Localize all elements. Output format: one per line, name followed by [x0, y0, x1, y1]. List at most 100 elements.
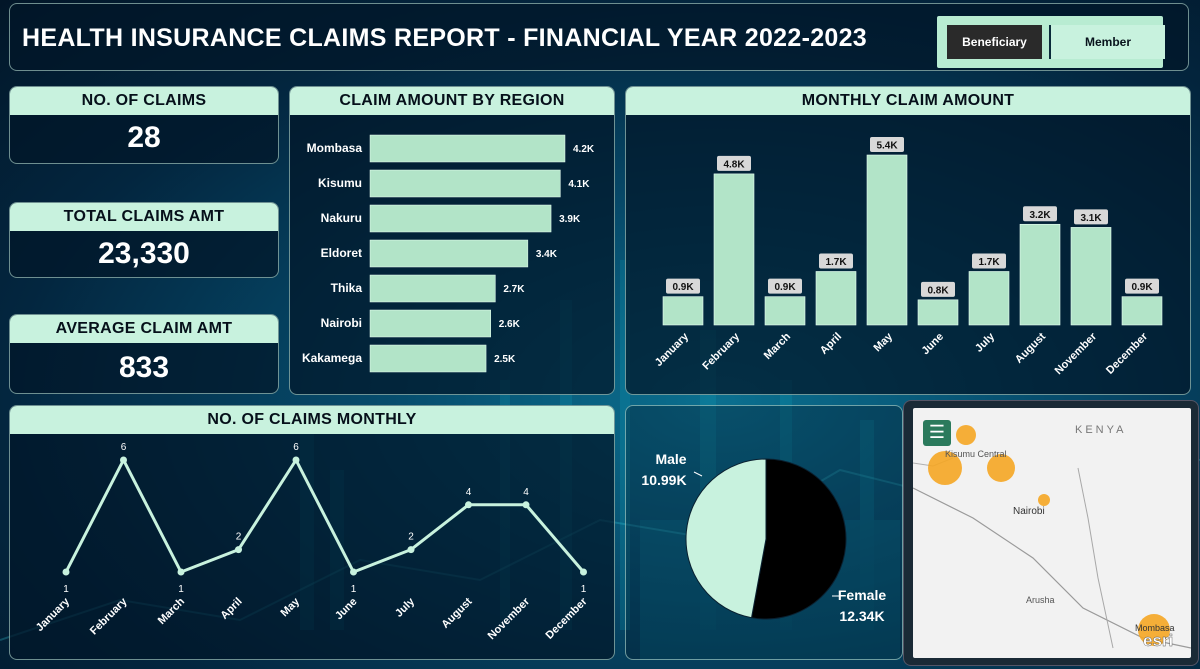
- month-axis-label: May: [871, 330, 895, 354]
- map-bubble: [956, 425, 976, 445]
- claims-point: [407, 546, 415, 554]
- month-value-badge: [870, 137, 904, 152]
- kpi-card-average-amount: AVERAGE CLAIM AMT 833: [9, 314, 279, 394]
- claims-axis-label: March: [156, 595, 188, 627]
- month-value-label: 0.9K: [672, 282, 694, 293]
- hamburger-menu-icon[interactable]: ☰: [923, 420, 951, 446]
- month-bar: [1121, 296, 1163, 326]
- claims-map[interactable]: KENYA Kisumu Central Nairobi Arusha Momb…: [913, 408, 1191, 658]
- region-label: Thika: [331, 281, 363, 295]
- month-bar: [713, 173, 755, 326]
- page-title: HEALTH INSURANCE CLAIMS REPORT - FINANCI…: [22, 24, 868, 52]
- map-place-label: Mombasa: [1135, 623, 1175, 633]
- region-value-label: 4.1K: [568, 179, 590, 190]
- month-value-label: 3.2K: [1029, 210, 1051, 221]
- month-bar: [764, 296, 806, 326]
- pie-value-male: 10.99K: [641, 472, 686, 488]
- region-label: Kakamega: [302, 351, 362, 365]
- region-value-label: 3.9K: [559, 214, 581, 225]
- month-bar: [1019, 223, 1061, 326]
- pie-value-female: 12.34K: [839, 608, 884, 624]
- month-value-badge: [1074, 209, 1108, 225]
- month-axis-label: April: [818, 331, 844, 357]
- map-bubble: [928, 451, 962, 485]
- view-toggle: Beneficiary Member: [937, 16, 1165, 68]
- month-value-label: 0.9K: [1131, 282, 1153, 293]
- month-value-label: 0.8K: [927, 285, 949, 296]
- esri-logo: esri: [1143, 631, 1173, 650]
- claims-value-label: 4: [523, 487, 529, 498]
- month-axis-label: February: [700, 330, 742, 372]
- claims-axis-label: July: [393, 595, 418, 620]
- map-place-label: Nairobi: [1013, 506, 1045, 517]
- pie-leader-line: [693, 471, 703, 477]
- claims-axis-label: May: [278, 595, 302, 619]
- month-value-label: 1.7K: [978, 257, 1000, 268]
- map-bubble: [1038, 494, 1050, 506]
- month-axis-label: August: [1013, 330, 1049, 366]
- region-bar: [369, 204, 552, 233]
- kpi-card-claims: NO. OF CLAIMS 28: [9, 86, 279, 164]
- map-canvas: KENYA Kisumu Central Nairobi Arusha Momb…: [913, 424, 1191, 650]
- region-value-label: 3.4K: [536, 249, 558, 260]
- claims-value-label: 1: [351, 584, 357, 595]
- region-bar-chart: Mombasa 4.2K Kisumu 4.1K Nakuru 3.9K Eldoret 3.…: [302, 134, 595, 373]
- month-value-badge: [819, 253, 853, 269]
- map-country-label: KENYA: [1075, 424, 1126, 436]
- region-chart-panel: CLAIM AMOUNT BY REGION Mombasa 4.2K Kisumu…: [289, 86, 615, 395]
- month-value-badge: [666, 278, 700, 294]
- claims-axis-label: November: [486, 595, 533, 642]
- claims-point: [177, 568, 185, 576]
- month-bar: [917, 299, 959, 326]
- kpi-label: TOTAL CLAIMS AMT: [10, 203, 278, 231]
- chart-title: MONTHLY CLAIM AMOUNT: [626, 87, 1190, 115]
- region-value-label: 2.7K: [503, 284, 525, 295]
- gender-pie-chart: Male 10.99K Female 12.34K: [641, 451, 886, 624]
- pie-slice-female: [750, 458, 847, 620]
- member-button[interactable]: Member: [1049, 25, 1165, 59]
- month-value-badge: [972, 253, 1006, 269]
- claims-value-label: 2: [236, 532, 242, 543]
- month-bar: [662, 296, 704, 326]
- region-label: Eldoret: [321, 246, 362, 260]
- month-bar: [815, 271, 857, 326]
- claims-axis-label: June: [333, 596, 360, 623]
- month-axis-label: November: [1053, 330, 1100, 377]
- gender-pie-panel: Male 10.99K Female 12.34K: [625, 405, 903, 660]
- month-axis-label: January: [653, 330, 692, 369]
- chart-title: CLAIM AMOUNT BY REGION: [290, 87, 614, 115]
- claims-axis-label: August: [439, 595, 475, 631]
- claims-point: [62, 568, 70, 576]
- month-value-badge: [768, 278, 802, 294]
- region-value-label: 4.2K: [573, 144, 595, 155]
- region-label: Nairobi: [321, 316, 362, 330]
- beneficiary-button[interactable]: Beneficiary: [947, 25, 1042, 59]
- claims-axis-label: April: [218, 596, 244, 622]
- claims-line-chart: 1January6February1March2April6May1June2J…: [34, 442, 590, 642]
- region-bar: [369, 134, 566, 163]
- map-bubble: [987, 454, 1015, 482]
- claims-point: [465, 501, 472, 509]
- month-value-badge: [1023, 206, 1057, 222]
- region-bar: [369, 309, 491, 338]
- claims-point: [120, 456, 127, 464]
- claims-axis-label: January: [34, 595, 73, 634]
- month-value-label: 0.9K: [774, 282, 796, 293]
- claims-axis-label: February: [88, 595, 130, 637]
- claims-point: [292, 456, 300, 464]
- claims-value-label: 1: [581, 584, 587, 595]
- pie-label-male: Male: [655, 451, 686, 467]
- claims-value-label: 4: [466, 487, 472, 498]
- claims-point: [350, 568, 357, 576]
- month-axis-label: March: [762, 330, 794, 362]
- claims-value-label: 1: [63, 584, 69, 595]
- kpi-label: AVERAGE CLAIM AMT: [10, 315, 278, 343]
- month-value-badge: [717, 155, 751, 171]
- region-bar: [369, 344, 487, 373]
- region-bar: [369, 169, 561, 198]
- kpi-label: NO. OF CLAIMS: [10, 87, 278, 115]
- claims-point: [580, 568, 587, 576]
- claims-monthly-panel: NO. OF CLAIMS MONTHLY 1 January 6 February 1…: [9, 405, 615, 660]
- month-bar: [866, 154, 908, 326]
- month-value-label: 5.4K: [876, 141, 898, 152]
